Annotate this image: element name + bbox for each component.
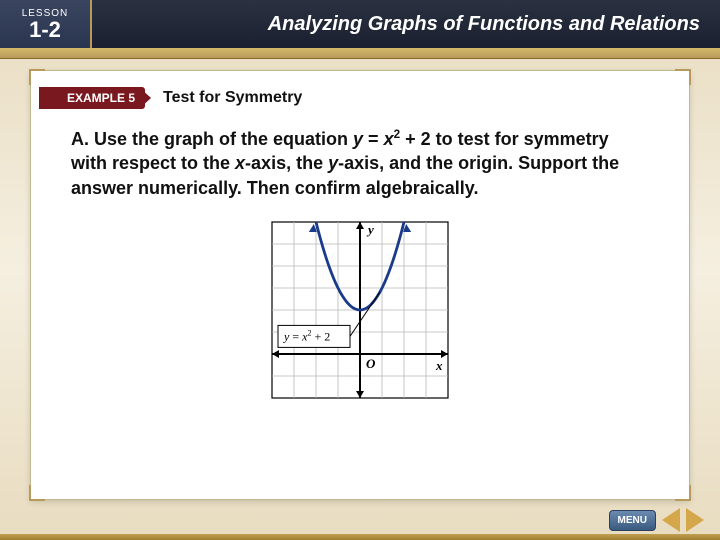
example-title: Test for Symmetry bbox=[163, 89, 302, 107]
nav-controls: MENU bbox=[609, 508, 704, 532]
corner-decoration bbox=[675, 69, 691, 85]
gold-strip bbox=[0, 48, 720, 59]
corner-decoration bbox=[29, 69, 45, 85]
prev-button[interactable] bbox=[662, 508, 680, 532]
problem-text: A. Use the graph of the equation y = x2 … bbox=[71, 127, 649, 200]
next-button[interactable] bbox=[686, 508, 704, 532]
eq-sign: = bbox=[363, 129, 384, 149]
svg-text:x: x bbox=[435, 358, 443, 373]
footer-strip bbox=[0, 534, 720, 540]
svg-text:O: O bbox=[366, 356, 376, 371]
var-x: x bbox=[384, 129, 394, 149]
menu-button[interactable]: MENU bbox=[609, 510, 656, 531]
header-title: Analyzing Graphs of Functions and Relati… bbox=[92, 13, 720, 36]
lesson-box: LESSON 1-2 bbox=[0, 0, 92, 48]
slide: LESSON 1-2 Analyzing Graphs of Functions… bbox=[0, 0, 720, 540]
parabola-graph: Ox y y = x2 + 2 bbox=[260, 210, 460, 410]
eq-plus: + 2 bbox=[400, 129, 431, 149]
text: Use the graph of the equation bbox=[94, 129, 353, 149]
part-label: A. bbox=[71, 129, 89, 149]
header-bar: LESSON 1-2 Analyzing Graphs of Functions… bbox=[0, 0, 720, 49]
svg-text:y = x2 + 2: y = x2 + 2 bbox=[283, 328, 330, 343]
text: -axis, the bbox=[245, 153, 328, 173]
lesson-number: 1-2 bbox=[29, 19, 61, 41]
corner-decoration bbox=[675, 485, 691, 501]
x-axis-ref: x bbox=[235, 153, 245, 173]
y-axis-ref: y bbox=[328, 153, 338, 173]
svg-text:y: y bbox=[366, 222, 374, 237]
graph-container: Ox y y = x2 + 2 bbox=[31, 210, 689, 410]
var-y: y bbox=[353, 129, 363, 149]
corner-decoration bbox=[29, 485, 45, 501]
example-heading: EXAMPLE 5 Test for Symmetry bbox=[31, 87, 689, 109]
example-badge: EXAMPLE 5 bbox=[39, 87, 145, 109]
content-panel: EXAMPLE 5 Test for Symmetry A. Use the g… bbox=[30, 70, 690, 500]
